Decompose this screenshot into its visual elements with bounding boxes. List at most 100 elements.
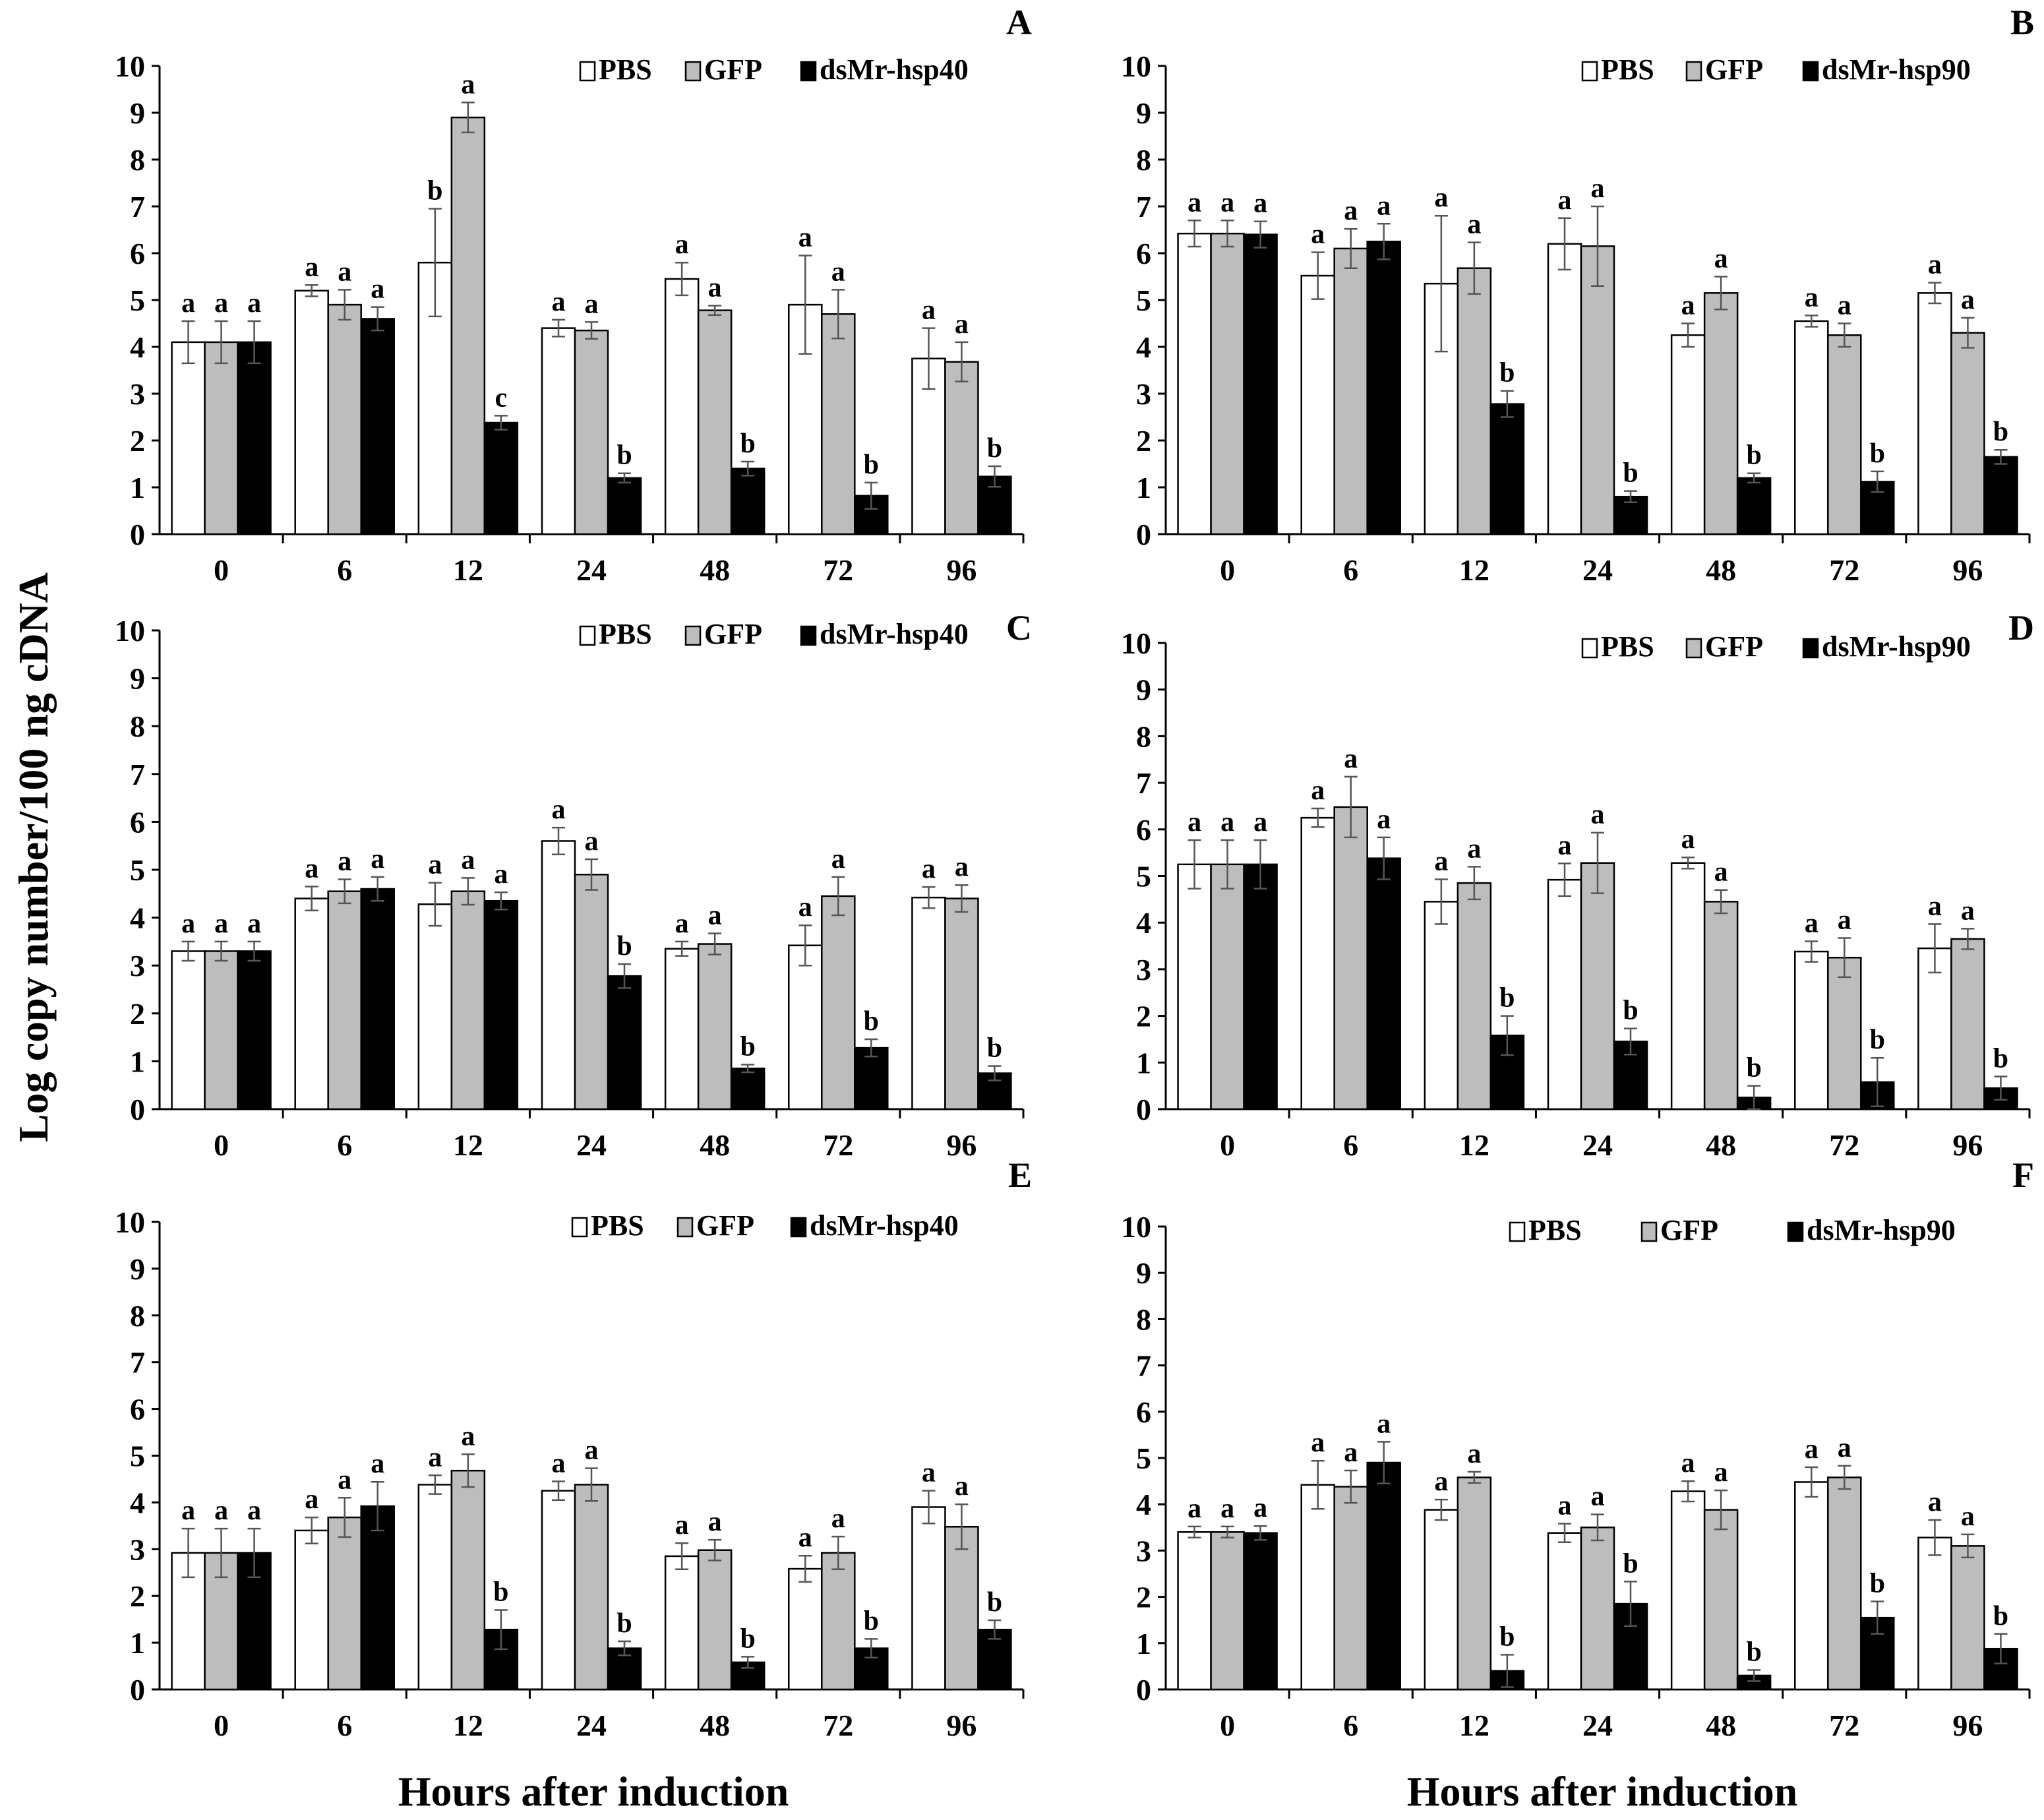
- bar-gfp: [327, 303, 362, 535]
- bar-gfp: [204, 341, 239, 535]
- x-tick-label: 48: [700, 1709, 730, 1742]
- significance-label: a: [1434, 1467, 1448, 1497]
- bar-gfp: [1210, 863, 1245, 1110]
- bar-pbs: [1917, 947, 1952, 1110]
- significance-label: a: [214, 1496, 228, 1526]
- y-tick-label: 6: [130, 237, 145, 270]
- bar-dsmr-hsp40: [607, 975, 642, 1110]
- significance-label: a: [1344, 744, 1358, 774]
- significance-label: a: [831, 257, 845, 287]
- significance-label: a: [1591, 1482, 1605, 1512]
- x-tick-label: 6: [337, 553, 352, 587]
- y-tick-label: 1: [1136, 1046, 1151, 1079]
- x-tick-label: 72: [1829, 1128, 1859, 1162]
- y-tick-label: 7: [1136, 190, 1151, 224]
- bar-gfp: [1827, 956, 1862, 1110]
- y-tick-label: 4: [1136, 330, 1151, 364]
- x-tick-label: 6: [1343, 1128, 1358, 1162]
- y-tick-label: 6: [1136, 813, 1151, 847]
- bar-pbs: [541, 327, 576, 535]
- bar-pbs: [1794, 1481, 1829, 1691]
- significance-label: b: [987, 1587, 1002, 1618]
- significance-label: a: [1220, 187, 1234, 218]
- significance-label: a: [1220, 807, 1234, 837]
- significance-label: a: [1558, 185, 1572, 216]
- significance-label: a: [1805, 282, 1819, 313]
- bar-dsmr-hsp40: [483, 1628, 519, 1691]
- bar-pbs: [417, 1484, 453, 1691]
- significance-label: a: [461, 845, 475, 875]
- bar-pbs: [294, 1529, 329, 1691]
- y-tick-label: 3: [1136, 953, 1151, 986]
- bar-pbs: [1547, 1532, 1582, 1691]
- significance-label: a: [1805, 908, 1819, 938]
- significance-label: a: [675, 229, 689, 260]
- bar-gfp: [697, 943, 733, 1110]
- significance-label: b: [616, 440, 632, 471]
- bar-gfp: [1827, 334, 1862, 535]
- x-tick-label: 12: [453, 1128, 483, 1162]
- significance-label: b: [987, 1033, 1002, 1064]
- significance-label: b: [740, 429, 755, 459]
- bar-pbs: [1547, 878, 1582, 1110]
- y-tick-label: 10: [115, 1205, 145, 1239]
- legend-swatch: [790, 1217, 807, 1238]
- y-tick-label: 3: [130, 377, 145, 411]
- legend-swatch: [800, 625, 817, 646]
- significance-label: a: [371, 844, 384, 874]
- legend-label: PBS: [1601, 630, 1654, 663]
- significance-label: a: [1838, 291, 1851, 321]
- significance-label: a: [831, 844, 845, 874]
- bar-gfp: [450, 890, 486, 1110]
- significance-label: a: [1467, 1439, 1481, 1469]
- y-tick-label: 2: [1136, 1000, 1151, 1033]
- bar-gfp: [697, 309, 733, 535]
- significance-label: a: [675, 1510, 689, 1540]
- significance-label: c: [495, 382, 508, 413]
- panel-letter: C: [1006, 608, 1032, 648]
- y-tick-label: 4: [1136, 906, 1151, 940]
- significance-label: a: [1681, 1448, 1695, 1478]
- bar-pbs: [1177, 1531, 1212, 1691]
- bar-dsmr-hsp40: [483, 899, 519, 1110]
- bar-pbs: [1300, 1484, 1335, 1691]
- panel-letter: D: [2008, 608, 2034, 648]
- bar-gfp: [1703, 292, 1739, 535]
- significance-label: a: [1961, 895, 1975, 926]
- significance-label: b: [1623, 458, 1638, 489]
- x-tick-label: 0: [1220, 553, 1235, 587]
- x-tick-label: 0: [214, 1709, 229, 1742]
- legend-swatch: [1640, 1221, 1658, 1242]
- legend-label: GFP: [1705, 630, 1763, 663]
- bar-gfp: [697, 1549, 733, 1691]
- y-tick-label: 2: [1136, 1581, 1151, 1614]
- bar-gfp: [1457, 1476, 1492, 1691]
- bar-dsmr-hsp40: [730, 468, 766, 535]
- y-tick-label: 10: [1121, 1210, 1151, 1244]
- significance-label: a: [247, 288, 261, 318]
- significance-label: a: [1714, 1457, 1728, 1488]
- y-tick-label: 3: [1136, 377, 1151, 411]
- legend-swatch: [1685, 638, 1702, 659]
- significance-label: b: [1746, 440, 1761, 471]
- x-tick-label: 6: [1343, 553, 1358, 587]
- y-tick-label: 9: [1136, 96, 1151, 130]
- x-tick-label: 72: [823, 553, 853, 587]
- bar-gfp: [1703, 901, 1739, 1110]
- x-tick-label: 6: [337, 1128, 352, 1162]
- significance-label: a: [461, 1421, 475, 1451]
- x-tick-label: 24: [1582, 1128, 1613, 1162]
- significance-label: a: [371, 1449, 384, 1479]
- significance-label: a: [1344, 1438, 1358, 1468]
- significance-label: a: [1961, 1502, 1975, 1532]
- significance-label: a: [181, 288, 195, 318]
- significance-label: a: [585, 1436, 599, 1466]
- x-tick-label: 96: [946, 1128, 977, 1162]
- significance-label: a: [247, 1496, 261, 1526]
- significance-label: a: [1434, 846, 1448, 876]
- y-tick-label: 9: [1136, 673, 1151, 707]
- bar-dsmr-hsp40: [730, 1068, 766, 1110]
